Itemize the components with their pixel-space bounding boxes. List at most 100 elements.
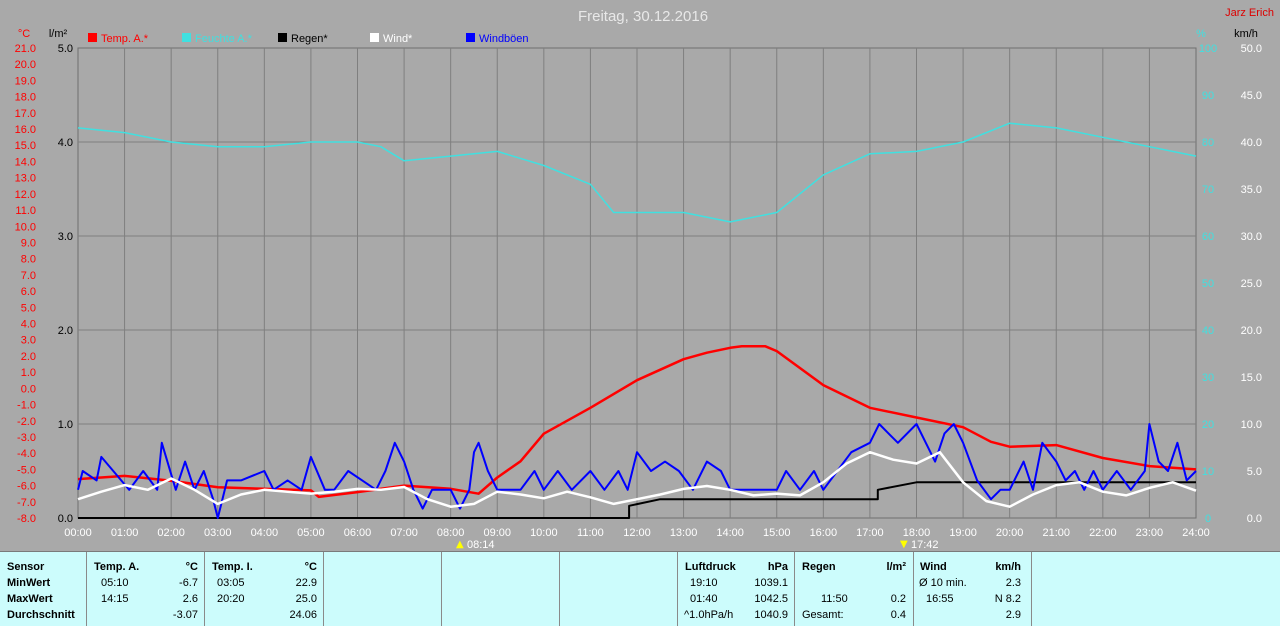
rain-unit: l/m² (49, 28, 68, 40)
x-tick-label: 02:00 (157, 527, 185, 539)
x-tick-label: 09:00 (483, 527, 511, 539)
temp-tick-label: -1.0 (17, 400, 36, 412)
rain-tick-label: 2.0 (58, 325, 73, 337)
pressure-column: Luftdruck hPa 19:10 1039.1 01:40 1042.5 … (678, 552, 795, 626)
temp-tick-label: -3.0 (17, 432, 36, 444)
legend-label-regen: Regen* (291, 33, 328, 45)
temp-tick-label: 1.0 (21, 367, 36, 379)
pressure-unit: % (1196, 28, 1206, 40)
weather-chart: 00:00 01:00 02:00 03:00 04:00 05:00 06:00 07:00… (15, 7, 1274, 551)
x-tick-label: 23:00 (1136, 527, 1164, 539)
temp-tick-label: -6.0 (17, 481, 36, 493)
wind-tick-label: 40.0 (1241, 137, 1262, 149)
empty-column-1 (324, 552, 442, 626)
wind-tick-label: 0.0 (1247, 513, 1262, 525)
rain-tick-label: 3.0 (58, 231, 73, 243)
temp-tick-label: 5.0 (21, 302, 36, 314)
series-line-wind (77, 450, 1197, 508)
rain-total: 0.4 (890, 609, 906, 621)
x-tick-label: 18:00 (903, 527, 931, 539)
temp-unit: °C (18, 28, 30, 40)
temp-tick-label: 10.0 (15, 221, 36, 233)
temp-a-average: -3.07 (172, 609, 198, 621)
temp-a-column: Temp. A. °C 05:10 -6.7 14:15 2.6 -3.07 (87, 552, 205, 626)
x-tick-label: 17:00 (856, 527, 884, 539)
x-tick-label: 01:00 (111, 527, 139, 539)
rain-unit: l/m² (886, 561, 906, 573)
temp-tick-label: 15.0 (15, 140, 36, 152)
temp-tick-label: -5.0 (17, 464, 36, 476)
wind-tick-label: 30.0 (1241, 231, 1262, 243)
sensor-column: Sensor MinWert MaxWert Durchschnitt (0, 552, 87, 626)
pressure-tick-label: 10 (1202, 466, 1214, 478)
series-line-windb-en (77, 423, 1197, 519)
x-tick-label: 14:00 (716, 527, 744, 539)
temp-i-max-time: 20:20 (217, 593, 245, 605)
temp-i-min-time: 03:05 (217, 577, 245, 589)
pressure-tick-label: 100 (1199, 43, 1217, 55)
pressure-tick-label: 30 (1202, 372, 1214, 384)
x-tick-label: 07:00 (390, 527, 418, 539)
series-lines (77, 122, 1197, 519)
x-tick-label: 10:00 (530, 527, 558, 539)
wind-unit: km/h (995, 561, 1021, 573)
x-tick-label: 21:00 (1042, 527, 1070, 539)
rain-tick-label: 0.0 (58, 513, 73, 525)
empty-column-3 (560, 552, 678, 626)
temp-tick-label: -2.0 (17, 416, 36, 428)
series-line-temp-a (77, 344, 1197, 499)
pressure-average: 1040.9 (754, 609, 788, 621)
x-tick-label: 04:00 (251, 527, 279, 539)
sensor-header: Sensor (7, 561, 45, 573)
rain-column: Regen l/m² 11:50 0.2 Gesamt: 0.4 (795, 552, 914, 626)
temp-tick-label: 0.0 (21, 383, 36, 395)
x-tick-label: 16:00 (810, 527, 838, 539)
wind-avg-value: 2.3 (1005, 577, 1021, 589)
statistics-table: Sensor MinWert MaxWert Durchschnitt Temp… (0, 551, 1280, 626)
durchschnitt-label: Durchschnitt (7, 609, 75, 621)
legend: Temp. A.* Feuchte A.* Regen* Wind* Windböen (88, 33, 529, 45)
legend-swatch-regen (278, 33, 287, 42)
legend-label-feuchte-a: Feuchte A.* (195, 33, 253, 45)
pressure-min-value: 1039.1 (754, 577, 788, 589)
rain-tick-label: 4.0 (58, 137, 73, 149)
legend-label-temp-a: Temp. A.* (101, 33, 149, 45)
temp-tick-label: -8.0 (17, 513, 36, 525)
rain-total-label: Gesamt: (802, 609, 844, 621)
minwert-label: MinWert (7, 577, 51, 589)
temp-i-max-value: 25.0 (295, 593, 317, 605)
wind-max-time: 16:55 (926, 593, 954, 605)
temp-tick-label: 19.0 (15, 75, 36, 87)
temp-tick-label: 12.0 (15, 189, 36, 201)
legend-swatch-temp-a (88, 33, 97, 42)
temp-tick-label: 8.0 (21, 254, 36, 266)
pressure-tick-label: 90 (1202, 90, 1214, 102)
sunrise-icon: ▲ (456, 539, 464, 550)
temp-i-column: Temp. I. °C 03:05 22.9 20:20 25.0 24.06 (205, 552, 324, 626)
x-tick-label: 20:00 (996, 527, 1024, 539)
legend-label-wind: Wind* (383, 33, 413, 45)
temp-tick-label: 20.0 (15, 59, 36, 71)
sunrise-marker: ▲ 08:14 (456, 539, 495, 551)
sunset-icon: ▼ (900, 539, 908, 550)
legend-swatch-wind (370, 33, 379, 42)
x-tick-label: 15:00 (763, 527, 791, 539)
wind-tick-label: 20.0 (1241, 325, 1262, 337)
pressure-unit: hPa (767, 561, 788, 573)
pressure-tick-label: 0 (1205, 513, 1211, 525)
sunset-marker: ▼ 17:42 (900, 539, 939, 551)
wind-unit: km/h (1234, 28, 1258, 40)
temp-a-min-time: 05:10 (101, 577, 129, 589)
wind-column: Wind km/h Ø 10 min. 2.3 16:55 N 8.2 2.9 (914, 552, 1032, 626)
x-tick-label: 22:00 (1089, 527, 1117, 539)
temp-tick-label: 14.0 (15, 156, 36, 168)
temp-tick-label: 7.0 (21, 270, 36, 282)
temp-a-min-value: -6.7 (179, 577, 198, 589)
x-tick-label: 06:00 (344, 527, 372, 539)
x-tick-label: 00:00 (64, 527, 92, 539)
author-label: Jarz Erich (1225, 7, 1274, 19)
legend-swatch-windb-en (466, 33, 475, 42)
temp-tick-label: 4.0 (21, 319, 36, 331)
pressure-trend: ^1.0hPa/h (684, 609, 734, 621)
temp-a-max-value: 2.6 (182, 593, 198, 605)
